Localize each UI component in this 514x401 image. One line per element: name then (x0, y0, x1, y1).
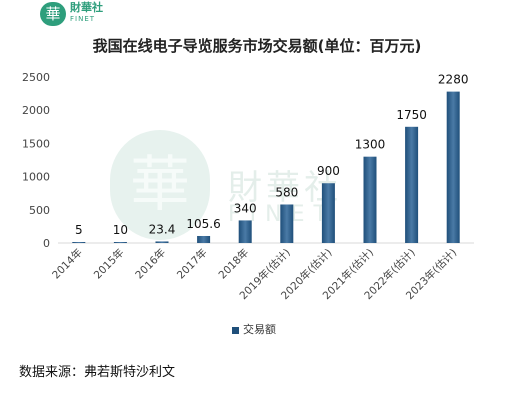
logo-name: 財華社 (70, 1, 103, 14)
bar (321, 183, 335, 243)
data-label: 1750 (396, 108, 427, 122)
chart-title: 我国在线电子导览服务市场交易额(单位：百万元) (92, 37, 422, 55)
bar (72, 242, 86, 243)
x-tick-label: 2017年 (174, 246, 210, 282)
data-label: 2280 (438, 73, 469, 87)
bar (405, 126, 419, 243)
data-label: 1300 (355, 138, 386, 152)
x-tick-label: 2016年 (133, 246, 169, 282)
bar (363, 156, 377, 243)
data-label: 340 (234, 201, 257, 215)
y-tick-label: 0 (43, 237, 50, 250)
logo-subtitle: FINET (70, 15, 96, 23)
x-tick-label: 2015年 (91, 246, 127, 282)
y-tick-label: 2500 (22, 71, 50, 84)
x-tick-label: 2014年 (49, 246, 85, 282)
bar (446, 91, 460, 243)
y-tick-label: 1000 (22, 171, 50, 184)
x-tick-label: 2018年 (216, 246, 252, 282)
y-tick-label: 2000 (22, 104, 50, 117)
data-label: 23.4 (149, 222, 176, 236)
bar (197, 235, 211, 243)
bar (280, 204, 294, 243)
data-label: 900 (317, 164, 340, 178)
bar (155, 241, 169, 243)
legend-label: 交易额 (243, 323, 276, 336)
legend: 交易额 (232, 322, 276, 338)
data-label: 105.6 (186, 217, 220, 231)
data-label: 5 (75, 223, 83, 237)
bar (113, 242, 127, 243)
data-label: 580 (275, 185, 298, 199)
source-note: 数据来源：弗若斯特沙利文 (19, 365, 176, 380)
legend-swatch (232, 326, 239, 334)
logo-badge: 華 (40, 2, 66, 26)
data-label: 10 (113, 223, 128, 237)
bar (238, 220, 252, 243)
y-tick-label: 500 (29, 204, 50, 217)
y-tick-label: 1500 (22, 137, 50, 150)
